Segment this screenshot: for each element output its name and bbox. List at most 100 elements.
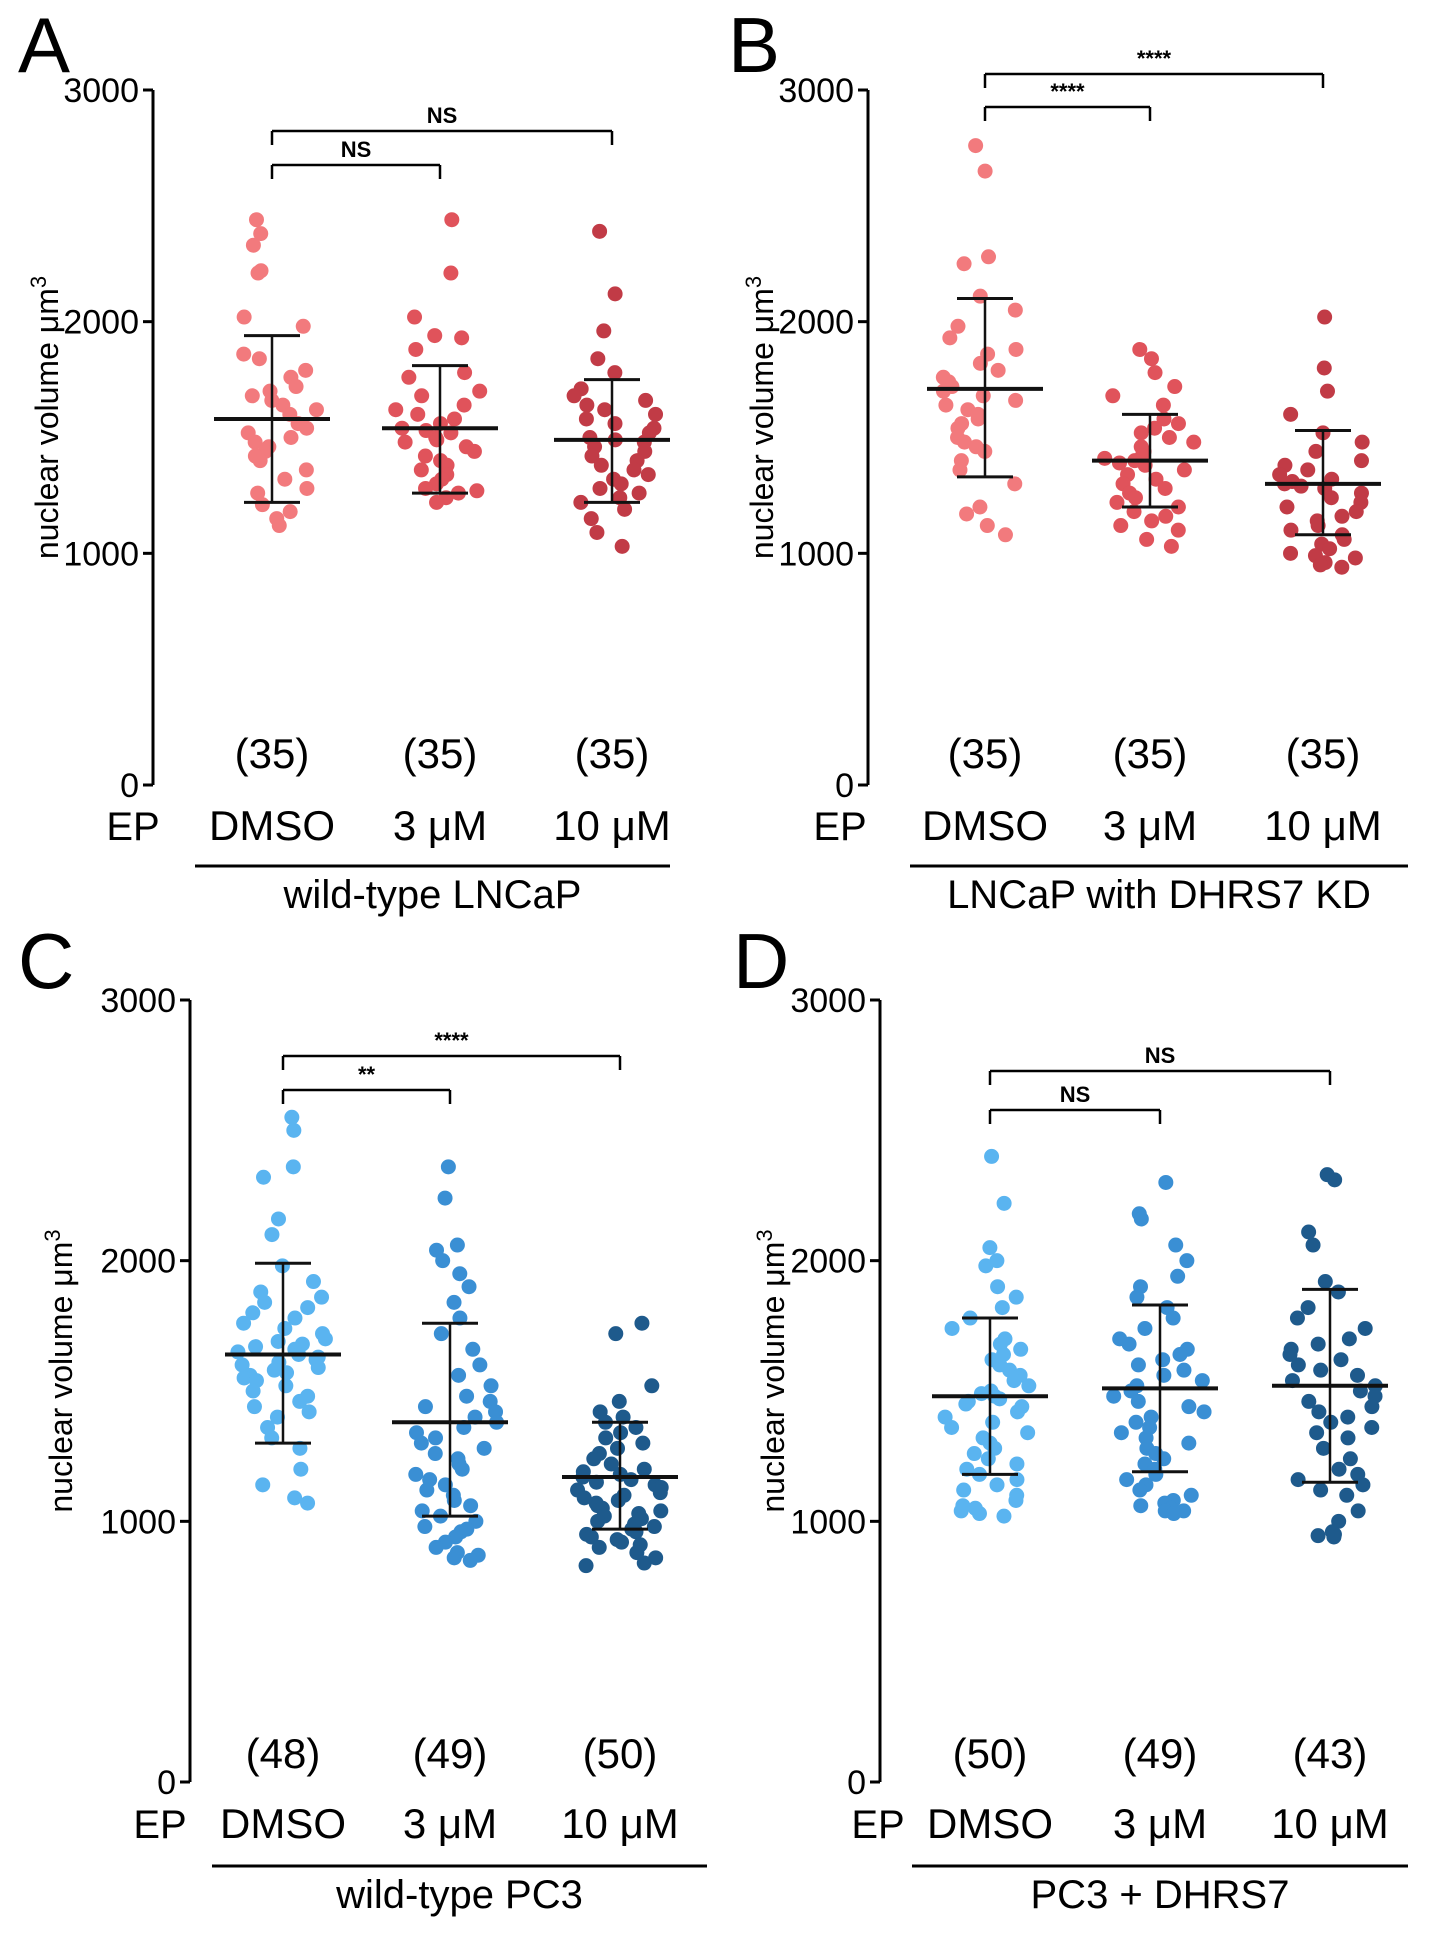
data-point <box>314 1289 330 1305</box>
data-point <box>1293 478 1309 494</box>
significance-bracket: NS <box>270 103 614 145</box>
significance-label: **** <box>434 1028 469 1053</box>
data-point <box>1130 1357 1146 1373</box>
data-point <box>593 457 609 473</box>
data-point <box>300 1495 316 1511</box>
data-point <box>234 1357 250 1373</box>
data-point <box>1179 1253 1195 1269</box>
panel-C: C 0 1000 2000 3000 nuclear volume μm3 (48) DMSO… <box>18 917 707 1917</box>
data-point <box>417 448 433 464</box>
data-point <box>299 420 315 436</box>
data-point <box>992 1391 1008 1407</box>
significance-bracket: ** <box>281 1062 452 1104</box>
data-point <box>236 1370 252 1386</box>
data-point <box>1097 450 1113 466</box>
data-point <box>958 1396 974 1412</box>
data-point <box>283 430 299 445</box>
y-tick-label: 3000 <box>778 72 854 110</box>
n-label: (35) <box>575 730 650 777</box>
data-point <box>1008 1492 1024 1508</box>
data-point <box>1350 1503 1366 1519</box>
data-point <box>247 434 263 450</box>
significance-bracket: NS <box>988 1043 1332 1085</box>
data-point <box>1196 1404 1212 1420</box>
data-point <box>1020 1425 1036 1441</box>
data-point <box>966 1446 982 1462</box>
data-point <box>1322 541 1338 557</box>
data-point <box>1170 499 1186 515</box>
data-point <box>1312 557 1328 573</box>
data-point <box>466 443 482 459</box>
data-point <box>310 1360 326 1376</box>
data-point <box>1147 365 1163 381</box>
data-point <box>245 237 261 253</box>
data-point <box>287 1310 303 1326</box>
group-1 <box>382 212 498 510</box>
data-point <box>623 1472 639 1488</box>
data-point <box>636 1555 652 1571</box>
data-point <box>1339 1487 1355 1503</box>
y-axis-label: nuclear volume μm3 <box>40 1229 79 1512</box>
panel-letter: C <box>18 917 74 1005</box>
data-point <box>646 1519 662 1535</box>
data-point <box>586 1451 602 1467</box>
data-point <box>956 256 972 272</box>
data-point <box>1357 1320 1373 1336</box>
data-point <box>613 476 629 492</box>
significance-label: NS <box>1145 1043 1176 1068</box>
data-point <box>1010 1404 1026 1420</box>
data-point <box>576 1490 592 1506</box>
n-label: (48) <box>246 1730 321 1777</box>
data-point <box>298 462 314 478</box>
data-point <box>1316 360 1332 376</box>
data-point <box>292 1393 308 1409</box>
data-point <box>446 411 462 427</box>
data-point <box>1194 1373 1210 1389</box>
n-label: (35) <box>948 730 1023 777</box>
data-point <box>1143 351 1159 367</box>
data-point <box>1283 406 1299 422</box>
data-point <box>454 330 470 346</box>
data-point <box>300 1300 316 1316</box>
data-point <box>610 1440 626 1456</box>
data-point <box>1333 1352 1349 1368</box>
data-point <box>1319 383 1335 399</box>
data-point <box>1106 1388 1122 1404</box>
data-point <box>950 318 966 334</box>
data-point <box>584 448 600 464</box>
data-point <box>427 1446 443 1462</box>
data-point <box>1334 559 1350 575</box>
data-point <box>1340 1430 1356 1446</box>
group-2 <box>1272 1167 1388 1545</box>
data-point <box>285 1159 301 1175</box>
data-point <box>457 365 473 381</box>
y-tick-label: 2000 <box>100 1243 176 1281</box>
data-point <box>463 1498 479 1514</box>
group-0 <box>214 212 330 534</box>
category-label: 10 μM <box>1271 1800 1389 1847</box>
data-point <box>1007 302 1023 318</box>
data-point <box>248 1339 264 1355</box>
category-label: 3 μM <box>1113 1800 1207 1847</box>
data-point <box>1170 1268 1186 1284</box>
data-point <box>1348 504 1364 520</box>
y-tick-label: 0 <box>157 1764 176 1802</box>
n-label: (50) <box>583 1730 658 1777</box>
data-point <box>1008 341 1024 357</box>
data-point <box>254 497 270 513</box>
data-point <box>944 1419 960 1435</box>
significance-bracket: **** <box>983 46 1325 88</box>
data-point <box>433 1326 449 1342</box>
data-point <box>284 1109 300 1125</box>
data-point <box>271 518 287 534</box>
y-tick-label: 0 <box>835 767 854 805</box>
y-tick-label: 2000 <box>778 304 854 342</box>
data-point <box>982 1240 998 1256</box>
data-point <box>592 480 608 496</box>
y-axis-label: nuclear volume μm3 <box>752 1229 791 1512</box>
data-point <box>443 265 459 281</box>
data-point <box>611 1393 627 1409</box>
y-tick-label: 2000 <box>790 1243 866 1281</box>
category-label: DMSO <box>209 802 335 849</box>
data-point <box>938 397 954 413</box>
